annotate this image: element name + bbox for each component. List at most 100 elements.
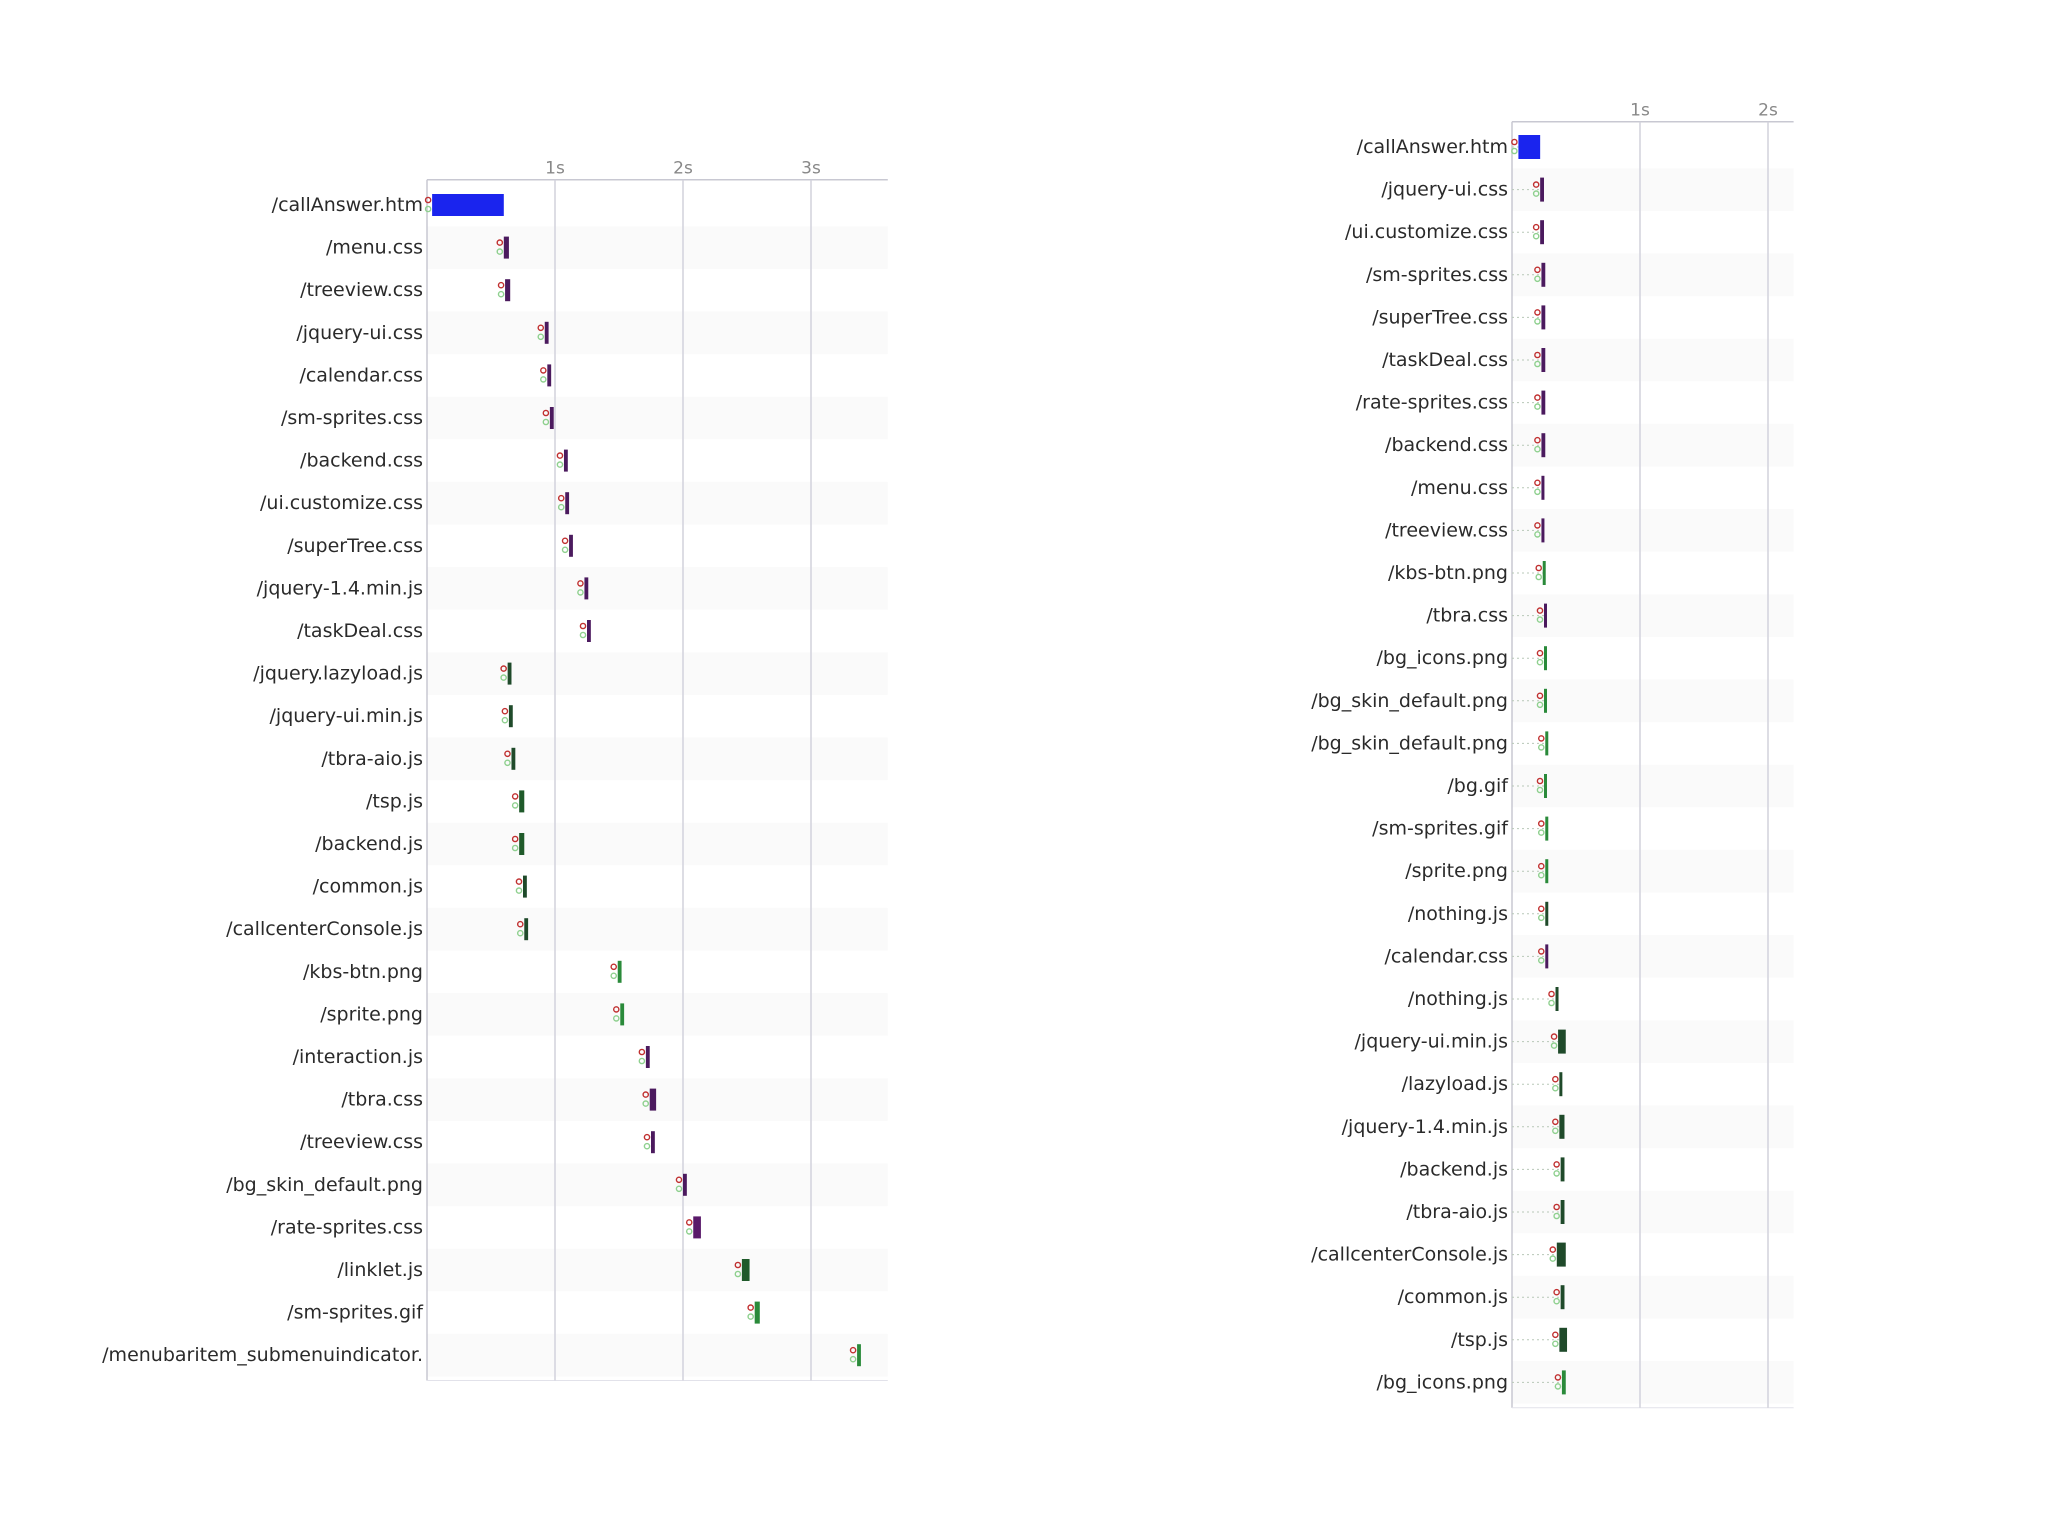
timing-bar [857, 1344, 861, 1367]
event-marker [579, 631, 587, 639]
tick-label: 1s [1630, 101, 1650, 121]
resource-label: /jquery.lazyload.js [253, 663, 423, 685]
resource-label: /common.js [1398, 1286, 1508, 1308]
tick-label: 2s [673, 159, 693, 179]
event-marker [1534, 275, 1541, 283]
waterfall-chart-right: 1s 2s/callAnswer.htm/jquery-ui.css/ui.cus… [1000, 0, 2048, 1536]
timing-bar [1559, 1072, 1563, 1097]
timing-bar [741, 1259, 750, 1281]
event-marker [747, 1313, 754, 1320]
resource-label: /backend.css [300, 450, 423, 472]
row-band [427, 567, 888, 610]
event-marker [1537, 829, 1545, 836]
event-marker [511, 802, 519, 809]
resource-label: /treeview.css [300, 279, 423, 301]
timing-bar [620, 1003, 625, 1026]
resource-label: /ui.customize.css [260, 492, 423, 514]
event-marker [511, 835, 519, 843]
timing-bar [1560, 1200, 1565, 1224]
resource-label: /jquery-ui.min.js [270, 705, 423, 727]
event-marker [1532, 181, 1540, 188]
event-marker [1549, 1255, 1557, 1262]
event-marker [1534, 266, 1541, 274]
resource-label: /sm-sprites.gif [287, 1302, 424, 1324]
row-band [1512, 679, 1794, 723]
event-marker [561, 537, 569, 545]
event-marker [1552, 1340, 1559, 1348]
event-marker [500, 674, 507, 681]
event-marker [1537, 905, 1545, 913]
tick-label: 1s [545, 159, 565, 179]
event-marker [1535, 564, 1543, 572]
row-band [427, 311, 888, 355]
timing-bar [505, 279, 511, 302]
row-band [427, 993, 888, 1036]
row-band [427, 1078, 888, 1121]
resource-label: /lazyload.js [1402, 1073, 1508, 1095]
timing-bar [1545, 944, 1549, 969]
event-marker [515, 887, 523, 894]
event-marker [516, 929, 524, 937]
resource-label: /jquery-ui.css [296, 322, 423, 344]
event-marker [1534, 445, 1541, 453]
resource-label: /menu.css [1411, 477, 1508, 499]
resource-label: /kbs-btn.png [1388, 562, 1508, 584]
resource-label: /kbs-btn.png [303, 961, 423, 983]
row-band [427, 226, 888, 269]
resource-label: /callcenterConsole.js [226, 918, 423, 940]
timing-bar [1544, 774, 1547, 798]
timing-bar [565, 492, 570, 515]
resource-label: /tbra-aio.js [1406, 1201, 1508, 1223]
event-marker [1549, 1246, 1557, 1253]
row-band [1512, 594, 1794, 637]
timing-bar [1544, 646, 1547, 671]
event-marker [1534, 488, 1541, 496]
event-marker [496, 239, 504, 246]
event-marker [577, 589, 584, 596]
resource-label: /superTree.css [1372, 306, 1508, 328]
event-marker [1536, 786, 1544, 794]
event-marker [849, 1346, 857, 1354]
resource-label: /linklet.js [337, 1259, 423, 1281]
event-marker [1534, 360, 1541, 368]
event-marker [1553, 1288, 1560, 1296]
event-marker [1550, 1033, 1558, 1040]
timing-bar [1542, 561, 1546, 585]
event-marker [1548, 999, 1555, 1007]
event-marker [1536, 701, 1544, 709]
event-marker [734, 1261, 742, 1269]
timing-bar [1541, 518, 1545, 543]
event-marker [1552, 1084, 1559, 1092]
timing-bar [549, 407, 554, 429]
timing-bar [1540, 220, 1544, 245]
timing-bar [617, 960, 622, 983]
event-marker [1534, 403, 1541, 410]
row-band [1512, 253, 1794, 297]
resource-label: /tbra.css [341, 1089, 423, 1111]
resource-label: /bg_skin_default.png [1311, 732, 1508, 754]
event-marker [610, 972, 618, 980]
tick-label: 3s [801, 159, 821, 179]
event-marker [500, 665, 507, 672]
event-marker [849, 1355, 857, 1363]
event-marker [675, 1176, 683, 1184]
row-band [1512, 849, 1794, 893]
event-marker [1534, 351, 1541, 359]
event-marker [1511, 138, 1518, 146]
event-marker [504, 759, 511, 767]
row-band [1512, 1190, 1794, 1234]
timing-bar [1545, 901, 1549, 926]
event-marker [1536, 616, 1544, 623]
timing-bar [1544, 603, 1547, 628]
timing-bar [1556, 1242, 1566, 1267]
resource-label: /backend.css [1385, 434, 1508, 456]
event-marker [577, 580, 584, 587]
resource-label: /bg_skin_default.png [226, 1174, 423, 1196]
timing-bar [683, 1173, 687, 1196]
event-marker [1537, 871, 1545, 879]
timing-bar [1545, 859, 1549, 884]
resource-label: /callAnswer.htm [1357, 136, 1508, 158]
resource-label: /interaction.js [293, 1046, 423, 1068]
event-marker [1536, 777, 1544, 785]
event-marker [515, 878, 523, 885]
